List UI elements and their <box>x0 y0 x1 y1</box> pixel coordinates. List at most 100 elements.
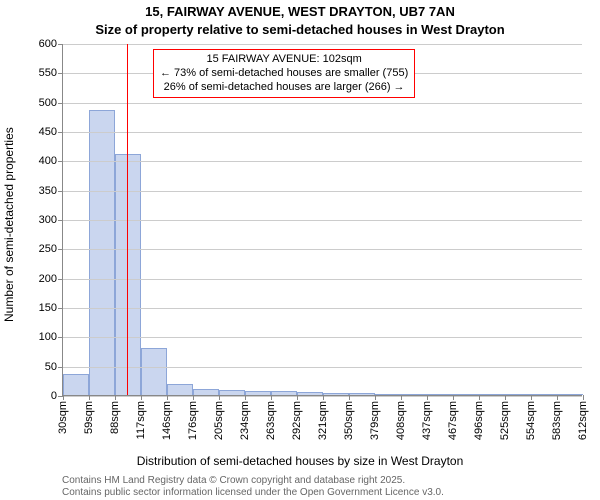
chart-title-line2: Size of property relative to semi-detach… <box>0 22 600 37</box>
y-tick-label: 450 <box>39 126 57 138</box>
y-tick-label: 400 <box>39 155 57 167</box>
histogram-bar <box>531 394 557 395</box>
histogram-bar <box>401 394 427 395</box>
x-tick-label: 379sqm <box>369 401 381 440</box>
grid-line <box>63 44 582 45</box>
histogram-bar <box>427 394 453 395</box>
grid-line <box>63 337 582 338</box>
y-tick-mark <box>58 191 63 192</box>
histogram-bar <box>141 348 167 395</box>
x-tick-label: 583sqm <box>551 401 563 440</box>
y-tick-mark <box>58 220 63 221</box>
x-tick-mark <box>401 395 402 400</box>
x-tick-mark <box>271 395 272 400</box>
x-tick-mark <box>141 395 142 400</box>
histogram-bar <box>375 394 401 395</box>
x-tick-label: 612sqm <box>577 401 589 440</box>
histogram-bar <box>245 391 271 395</box>
y-tick-mark <box>58 337 63 338</box>
y-tick-mark <box>58 132 63 133</box>
callout-line3: 26% of semi-detached houses are larger (… <box>160 81 408 95</box>
subject-marker-line <box>127 44 128 395</box>
x-tick-label: 146sqm <box>161 401 173 440</box>
y-tick-label: 300 <box>39 214 57 226</box>
x-tick-label: 525sqm <box>499 401 511 440</box>
grid-line <box>63 249 582 250</box>
y-tick-label: 50 <box>45 361 57 373</box>
x-axis-label: Distribution of semi-detached houses by … <box>0 454 600 468</box>
footer-line1: Contains HM Land Registry data © Crown c… <box>62 475 405 486</box>
y-tick-mark <box>58 73 63 74</box>
y-tick-mark <box>58 103 63 104</box>
callout-line1: 15 FAIRWAY AVENUE: 102sqm <box>160 53 408 67</box>
grid-line <box>63 191 582 192</box>
y-tick-mark <box>58 367 63 368</box>
y-tick-label: 550 <box>39 67 57 79</box>
y-tick-label: 350 <box>39 185 57 197</box>
x-tick-label: 467sqm <box>447 401 459 440</box>
y-tick-mark <box>58 161 63 162</box>
x-tick-label: 88sqm <box>109 401 121 434</box>
x-tick-mark <box>245 395 246 400</box>
x-tick-mark <box>583 395 584 400</box>
y-tick-label: 100 <box>39 331 57 343</box>
y-tick-mark <box>58 308 63 309</box>
plot-area: 05010015020025030035040045050055060030sq… <box>62 44 582 396</box>
histogram-bar <box>63 374 89 395</box>
x-tick-label: 350sqm <box>343 401 355 440</box>
histogram-chart: 15, FAIRWAY AVENUE, WEST DRAYTON, UB7 7A… <box>0 0 600 500</box>
histogram-bar <box>271 391 297 395</box>
x-tick-mark <box>89 395 90 400</box>
histogram-bar <box>349 393 375 395</box>
x-tick-mark <box>297 395 298 400</box>
x-tick-label: 263sqm <box>265 401 277 440</box>
chart-title-line1: 15, FAIRWAY AVENUE, WEST DRAYTON, UB7 7A… <box>0 4 600 19</box>
y-tick-label: 500 <box>39 97 57 109</box>
y-tick-label: 200 <box>39 273 57 285</box>
histogram-bar <box>323 393 349 395</box>
x-tick-mark <box>557 395 558 400</box>
y-tick-mark <box>58 249 63 250</box>
x-tick-mark <box>167 395 168 400</box>
x-tick-mark <box>427 395 428 400</box>
grid-line <box>63 161 582 162</box>
histogram-bar <box>479 394 505 395</box>
x-tick-mark <box>115 395 116 400</box>
histogram-bar <box>89 110 115 395</box>
histogram-bar <box>557 394 583 395</box>
x-tick-mark <box>323 395 324 400</box>
histogram-bar <box>453 394 479 395</box>
y-tick-label: 150 <box>39 302 57 314</box>
callout-line2: ← 73% of semi-detached houses are smalle… <box>160 67 408 81</box>
x-tick-mark <box>219 395 220 400</box>
x-tick-mark <box>375 395 376 400</box>
x-tick-label: 321sqm <box>317 401 329 440</box>
x-tick-label: 496sqm <box>473 401 485 440</box>
x-tick-label: 176sqm <box>187 401 199 440</box>
x-tick-mark <box>505 395 506 400</box>
y-tick-label: 600 <box>39 38 57 50</box>
grid-line <box>63 103 582 104</box>
x-tick-label: 59sqm <box>83 401 95 434</box>
histogram-bar <box>167 384 193 395</box>
grid-line <box>63 279 582 280</box>
grid-line <box>63 132 582 133</box>
grid-line <box>63 220 582 221</box>
x-tick-label: 554sqm <box>525 401 537 440</box>
x-tick-label: 205sqm <box>213 401 225 440</box>
x-tick-label: 437sqm <box>421 401 433 440</box>
grid-line <box>63 308 582 309</box>
x-tick-mark <box>479 395 480 400</box>
x-tick-mark <box>349 395 350 400</box>
x-tick-label: 408sqm <box>395 401 407 440</box>
footer-line2: Contains public sector information licen… <box>62 487 444 498</box>
x-tick-mark <box>453 395 454 400</box>
callout-box: 15 FAIRWAY AVENUE: 102sqm ← 73% of semi-… <box>153 49 415 98</box>
x-tick-label: 234sqm <box>239 401 251 440</box>
x-tick-mark <box>193 395 194 400</box>
y-axis-label: Number of semi-detached properties <box>2 127 16 322</box>
y-tick-mark <box>58 44 63 45</box>
histogram-bar <box>219 390 245 395</box>
histogram-bar <box>193 389 219 395</box>
x-tick-label: 30sqm <box>57 401 69 434</box>
